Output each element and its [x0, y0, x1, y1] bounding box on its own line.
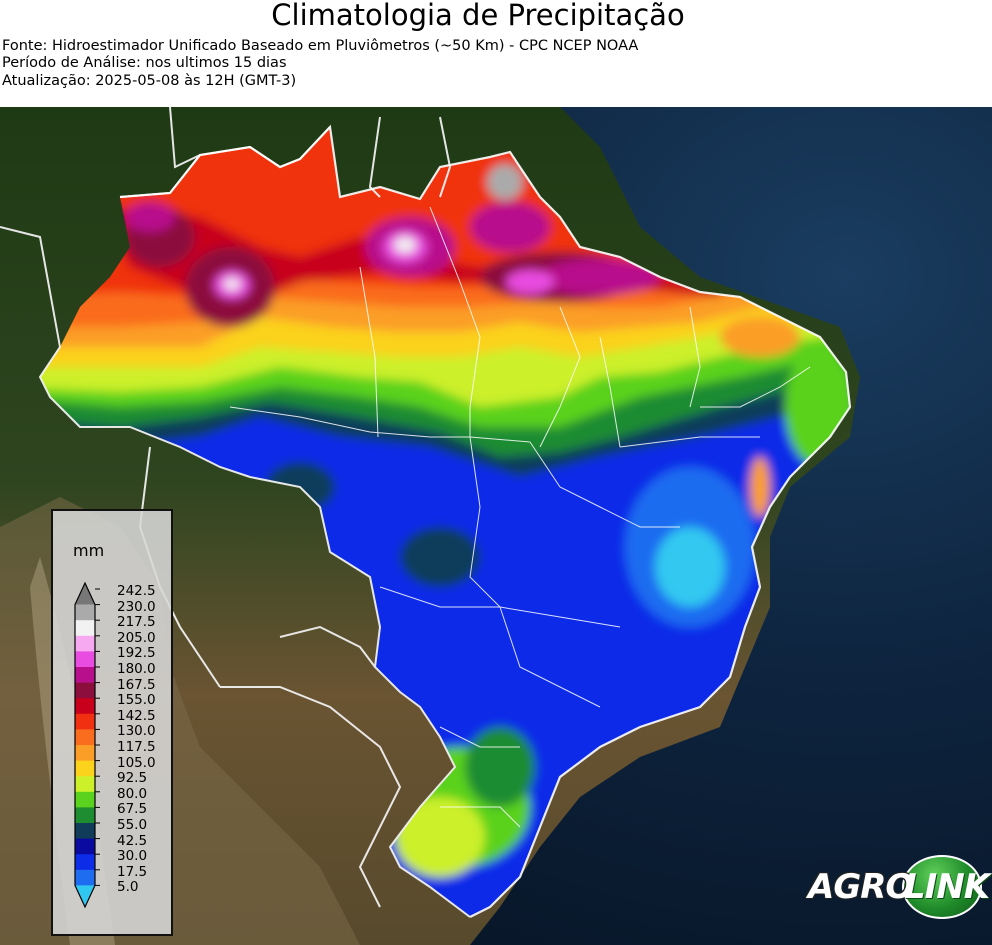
colorbar-tick-label: 117.5 — [117, 739, 156, 755]
colorbar-segment — [75, 745, 95, 762]
colorbar-tick-label: 80.0 — [117, 785, 148, 802]
colorbar-segment — [75, 760, 95, 777]
colorbar-segment — [75, 885, 95, 907]
colorbar-tick-label: 55.0 — [117, 817, 148, 833]
colorbar-segment — [75, 698, 95, 715]
colorbar-tick-label: 230.0 — [117, 598, 156, 615]
colorbar-tick-label: 17.5 — [117, 863, 148, 880]
colorbar-segment — [75, 583, 95, 605]
colorbar-segment — [75, 620, 95, 637]
source-line: Fonte: Hidroestimador Unificado Baseado … — [2, 38, 639, 54]
colorbar-tick-label: 155.0 — [117, 692, 156, 709]
colorbar-tick-label: 217.5 — [117, 614, 156, 631]
colorbar-segment — [75, 667, 95, 684]
colorbar-outline — [74, 581, 96, 909]
logo-globe-icon — [902, 855, 982, 919]
colorbar-segment — [75, 838, 95, 855]
colorbar-segment — [75, 869, 95, 886]
period-line: Período de Análise: nos ultimos 15 dias — [2, 55, 287, 71]
colorbar-segment — [75, 729, 95, 746]
update-line: Atualização: 2025-05-08 às 12H (GMT-3) — [2, 73, 297, 89]
colorbar-segment — [75, 776, 95, 793]
colorbar-tick-label: 205.0 — [117, 629, 156, 646]
colorbar-tick-label: 5.0 — [117, 879, 139, 896]
colorbar-tick-label: 105.0 — [117, 754, 156, 771]
colorbar-tick-label: 242.5 — [117, 583, 156, 599]
colorbar-segment — [75, 604, 95, 621]
colorbar-segment — [75, 682, 95, 699]
logo-text-link: LINK — [904, 867, 990, 907]
colorbar-segment — [75, 823, 95, 840]
colorbar-tick-label: 30.0 — [117, 848, 148, 865]
colorbar-tick-label: 180.0 — [117, 661, 156, 677]
colorbar-tick-label: 67.5 — [117, 801, 148, 818]
colorbar-segment — [75, 713, 95, 730]
colorbar-tick-label: 92.5 — [117, 770, 148, 787]
colorbar-tick-label: 167.5 — [117, 676, 156, 693]
colorbar-tick-label: 42.5 — [117, 832, 148, 849]
colorbar-segment — [75, 635, 95, 652]
map-title: Climatologia de Precipitação — [271, 0, 685, 32]
colorbar-tick-label: 142.5 — [117, 707, 156, 724]
legend: mm 242.5 230.0 217.5 205.0 192.5 180.0 167.5 15… — [51, 509, 173, 936]
colorbar-tick-label: 130.0 — [117, 723, 156, 740]
colorbar-segment — [75, 791, 95, 808]
legend-unit: mm — [73, 541, 105, 560]
colorbar-segment — [75, 854, 95, 871]
logo-text-agro: AGRO — [808, 867, 914, 907]
colorbar-segment — [75, 651, 95, 668]
colorbar — [74, 581, 100, 909]
agrolink-logo: AGRO LINK — [806, 855, 990, 921]
colorbar-segment — [75, 807, 95, 824]
colorbar-tick-label: 192.5 — [117, 645, 156, 662]
